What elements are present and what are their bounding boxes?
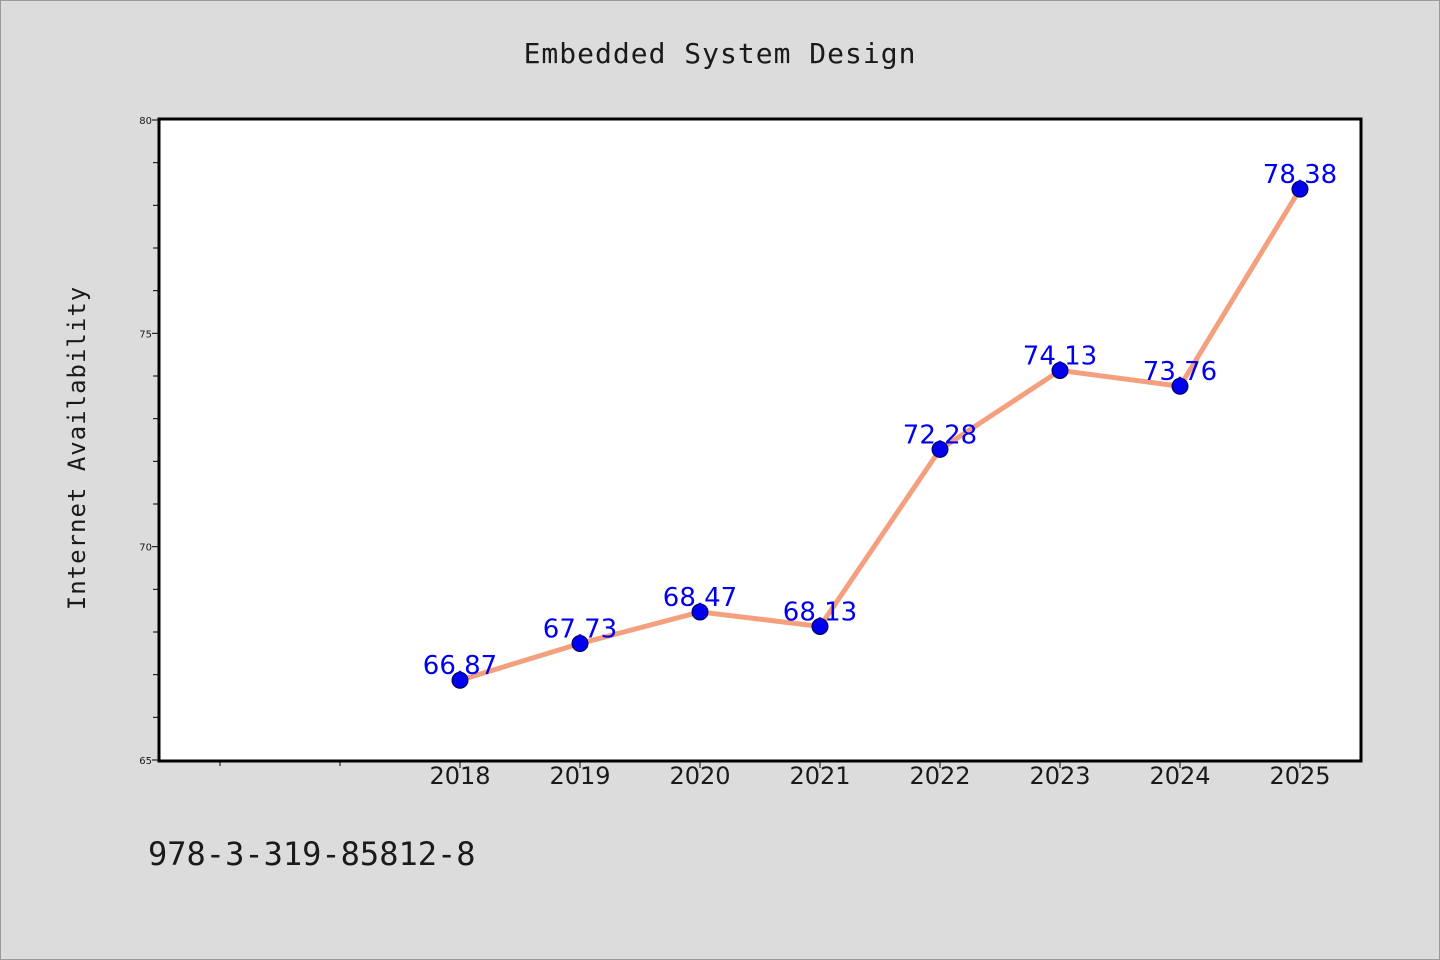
data-point: [1291, 180, 1309, 198]
x-tick-label: 2020: [669, 762, 730, 790]
data-label: 74.13: [1023, 341, 1097, 371]
x-tick-label: 2024: [1149, 762, 1210, 790]
data-labels-group: 66.87 67.73 68.47 68.13 72.28 74.13 73.76 78.38: [423, 160, 1337, 681]
x-tick-label: 2021: [789, 762, 850, 790]
x-tick-label: 2022: [909, 762, 970, 790]
data-point: [931, 440, 949, 458]
y-tick-label: 70: [139, 543, 152, 554]
data-label: 67.73: [543, 615, 617, 645]
data-point: [451, 671, 469, 689]
x-tick-label: 2023: [1029, 762, 1090, 790]
data-label: 66.87: [423, 651, 497, 681]
data-label: 68.47: [663, 583, 737, 613]
data-point: [811, 617, 829, 635]
x-tick-label: 2019: [549, 762, 610, 790]
x-axis: 2018 2019 2020 2021 2022 2023 2024 2025: [219, 760, 1331, 790]
data-label: 78.38: [1263, 160, 1337, 190]
y-tick-label: 80: [139, 116, 152, 127]
series-line: [459, 187, 1303, 683]
data-label: 72.28: [903, 420, 977, 450]
x-tick-label: 2025: [1269, 762, 1330, 790]
data-point: [1171, 377, 1189, 395]
plot-area: [157, 117, 1363, 763]
chart-title: Embedded System Design: [524, 37, 917, 70]
data-label: 73.76: [1143, 357, 1217, 387]
data-label: 68.13: [783, 597, 857, 627]
data-point: [1051, 361, 1069, 379]
y-axis-label: Internet Availability: [63, 286, 91, 610]
series-group: [451, 180, 1309, 689]
footnote-isbn: 978-3-319-85812-8: [148, 835, 476, 873]
y-tick-label: 75: [139, 329, 152, 340]
data-point: [691, 603, 709, 621]
y-tick-label: 65: [139, 756, 152, 767]
x-tick-label: 2018: [429, 762, 490, 790]
data-point: [571, 635, 589, 653]
y-axis: 65 70 75 80: [139, 116, 160, 767]
